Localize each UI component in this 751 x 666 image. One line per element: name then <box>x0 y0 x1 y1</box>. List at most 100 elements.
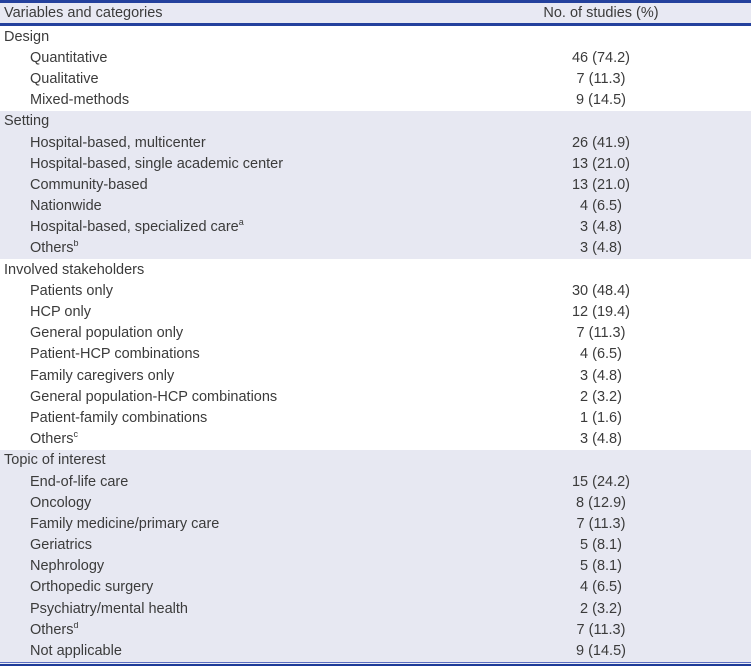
section-title: Design <box>4 28 50 45</box>
table-row: Geriatrics 5 (8.1) <box>0 535 751 556</box>
row-value: 9 (14.5) <box>576 643 626 660</box>
row-label-text: Quantitative <box>30 49 108 66</box>
row-label-text: Patient-family combinations <box>30 409 208 426</box>
row-label: Qualitative <box>0 71 451 87</box>
row-value: 2 (3.2) <box>580 388 622 405</box>
table-row: Quantitative 46 (74.2) <box>0 47 751 68</box>
row-value: 13 (21.0) <box>571 176 631 193</box>
row-label-text: Geriatrics <box>30 537 93 554</box>
table-row: Hospital-based, single academic center 1… <box>0 153 751 174</box>
table-row: Nephrology 5 (8.1) <box>0 556 751 577</box>
row-label-text: Others <box>30 621 74 638</box>
row-label-text: General population-HCP combinations <box>30 388 278 405</box>
row-label: Patient-HCP combinations <box>0 346 451 362</box>
row-label: Family medicine/primary care <box>0 516 451 532</box>
section-header-row: Design <box>0 26 751 47</box>
row-value: 5 (8.1) <box>580 537 622 554</box>
section-title: Setting <box>4 113 50 130</box>
row-label: Nephrology <box>0 558 451 574</box>
table-header-row: Variables and categories No. of studies … <box>0 3 751 26</box>
row-label: Geriatrics <box>0 537 451 553</box>
row-label: Hospital-based, multicenter <box>0 135 451 151</box>
row-value: 13 (21.0) <box>571 155 631 172</box>
table-bottom-rule-light <box>0 661 751 663</box>
row-value: 1 (1.6) <box>580 409 622 426</box>
row-label: Othersb <box>0 240 451 256</box>
row-label-text: Mixed-methods <box>30 92 130 109</box>
row-label: Nationwide <box>0 198 451 214</box>
row-label: Quantitative <box>0 50 451 66</box>
row-label-text: Others <box>30 240 74 257</box>
row-label-text: Patients only <box>30 282 114 299</box>
table-row: Nationwide 4 (6.5) <box>0 196 751 217</box>
row-label: Patients only <box>0 283 451 299</box>
row-label-text: Nationwide <box>30 198 102 215</box>
row-label: Family caregivers only <box>0 368 451 384</box>
table-row: Community-based 13 (21.0) <box>0 174 751 195</box>
row-label-text: HCP only <box>30 304 91 321</box>
table-row: End-of-life care 15 (24.2) <box>0 471 751 492</box>
row-label: Hospital-based, single academic center <box>0 156 451 172</box>
row-value: 46 (74.2) <box>571 49 631 66</box>
row-label-text: Nephrology <box>30 558 105 575</box>
row-label-text: Community-based <box>30 176 148 193</box>
table-row: Othersc 3 (4.8) <box>0 429 751 450</box>
row-value: 7 (11.3) <box>576 515 626 532</box>
table-top-rule <box>0 0 751 3</box>
row-value: 2 (3.2) <box>580 600 622 617</box>
row-value: 3 (4.8) <box>580 431 622 448</box>
row-value: 4 (6.5) <box>580 198 622 215</box>
row-label: Not applicable <box>0 643 451 659</box>
row-label: End-of-life care <box>0 474 451 490</box>
section-header-row: Topic of interest <box>0 450 751 471</box>
row-label: Oncology <box>0 495 451 511</box>
table-row: Family medicine/primary care 7 (11.3) <box>0 513 751 534</box>
row-value: 4 (6.5) <box>580 579 622 596</box>
row-label-text: Oncology <box>30 494 92 511</box>
row-label: Hospital-based, specialized carea <box>0 219 451 235</box>
row-label-text: Patient-HCP combinations <box>30 346 200 363</box>
row-label: Othersd <box>0 622 451 638</box>
row-label-text: Orthopedic surgery <box>30 579 154 596</box>
row-label: Patient-family combinations <box>0 410 451 426</box>
row-label: HCP only <box>0 304 451 320</box>
table-row: Psychiatry/mental health 2 (3.2) <box>0 598 751 619</box>
row-value: 3 (4.8) <box>580 367 622 384</box>
row-label-text: End-of-life care <box>30 473 129 490</box>
row-value: 15 (24.2) <box>571 473 631 490</box>
row-value: 7 (11.3) <box>576 70 626 87</box>
row-label-superscript: a <box>238 219 244 228</box>
row-label: General population-HCP combinations <box>0 389 451 405</box>
section-topic-of-interest: Topic of interest End-of-life care 15 (2… <box>0 449 751 662</box>
row-label-text: Not applicable <box>30 643 122 660</box>
column-header-no-of-studies: No. of studies (%) <box>543 5 659 21</box>
section-involved-stakeholders: Involved stakeholders Patients only 30 (… <box>0 259 751 450</box>
table-row: Orthopedic surgery 4 (6.5) <box>0 577 751 598</box>
table-row: General population-HCP combinations 2 (3… <box>0 386 751 407</box>
table-row: Patient-HCP combinations 4 (6.5) <box>0 344 751 365</box>
table-row: Hospital-based, multicenter 26 (41.9) <box>0 132 751 153</box>
row-label: General population only <box>0 325 451 341</box>
row-value: 7 (11.3) <box>576 325 626 342</box>
section-title: Involved stakeholders <box>4 261 145 278</box>
row-label: Othersc <box>0 431 451 447</box>
table-row: Patients only 30 (48.4) <box>0 280 751 301</box>
row-label: Orthopedic surgery <box>0 579 451 595</box>
row-value: 26 (41.9) <box>571 134 631 151</box>
row-label-text: Family medicine/primary care <box>30 515 220 532</box>
table-row: General population only 7 (11.3) <box>0 323 751 344</box>
row-label-text: Others <box>30 431 74 448</box>
row-label-text: Qualitative <box>30 70 99 87</box>
row-value: 12 (19.4) <box>571 304 631 321</box>
row-label-text: Hospital-based, multicenter <box>30 134 206 151</box>
row-label-text: Hospital-based, single academic center <box>30 155 284 172</box>
row-value: 3 (4.8) <box>580 219 622 236</box>
row-value: 30 (48.4) <box>571 282 631 299</box>
row-label: Mixed-methods <box>0 92 451 108</box>
section-title: Topic of interest <box>4 452 106 469</box>
column-header-variables: Variables and categories <box>4 5 163 21</box>
row-value: 3 (4.8) <box>580 240 622 257</box>
section-header-row: Setting <box>0 111 751 132</box>
row-value: 9 (14.5) <box>576 92 626 109</box>
